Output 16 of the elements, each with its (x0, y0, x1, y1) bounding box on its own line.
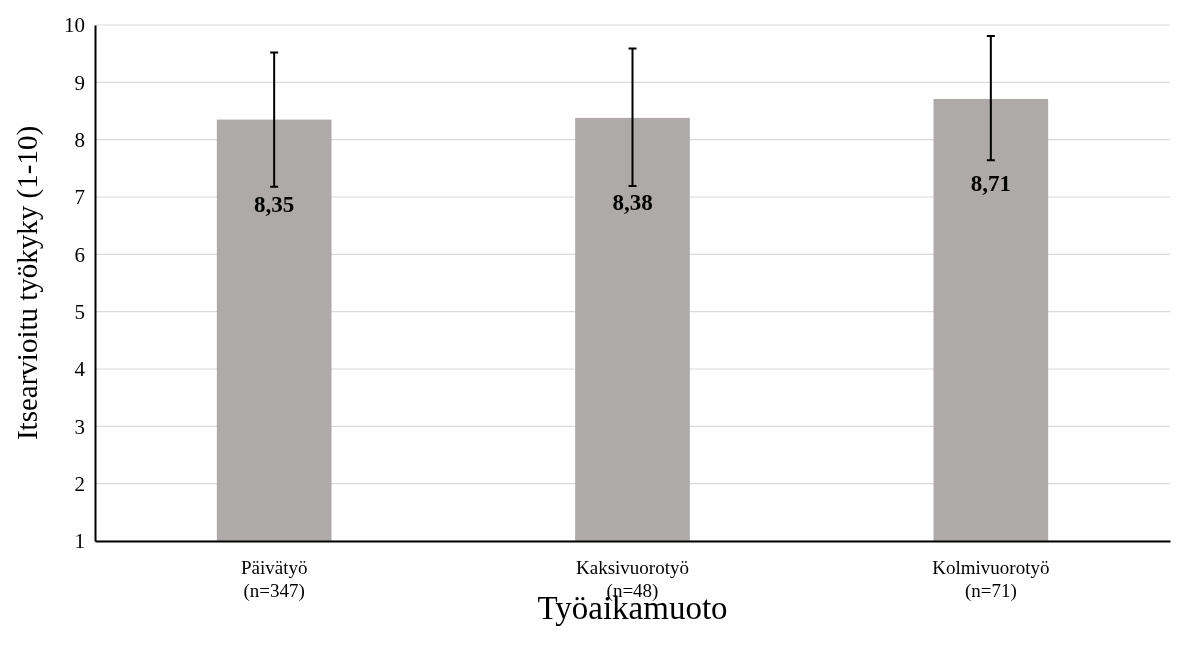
y-tick-label: 7 (74, 185, 85, 210)
y-tick-label: 6 (74, 242, 85, 267)
y-tick-label: 5 (74, 299, 85, 324)
y-tick-label: 1 (74, 529, 85, 554)
y-tick-label: 3 (74, 414, 85, 439)
y-tick-label: 4 (74, 357, 86, 382)
y-tick-label: 10 (64, 13, 85, 38)
y-tick-label: 8 (74, 127, 85, 152)
y-axis-title: Itsearvioitu työkyky (1-10) (11, 125, 44, 441)
data-label: 8,71 (970, 170, 1011, 196)
y-tick-label: 9 (74, 70, 85, 95)
y-tick-label: 2 (74, 471, 85, 496)
data-label: 8,38 (612, 189, 653, 215)
x-tick-label: Kolmivuorotyö (n=71) (932, 557, 1050, 602)
x-tick-label: Päivätyö (n=347) (240, 557, 308, 602)
data-label: 8,35 (254, 191, 295, 217)
